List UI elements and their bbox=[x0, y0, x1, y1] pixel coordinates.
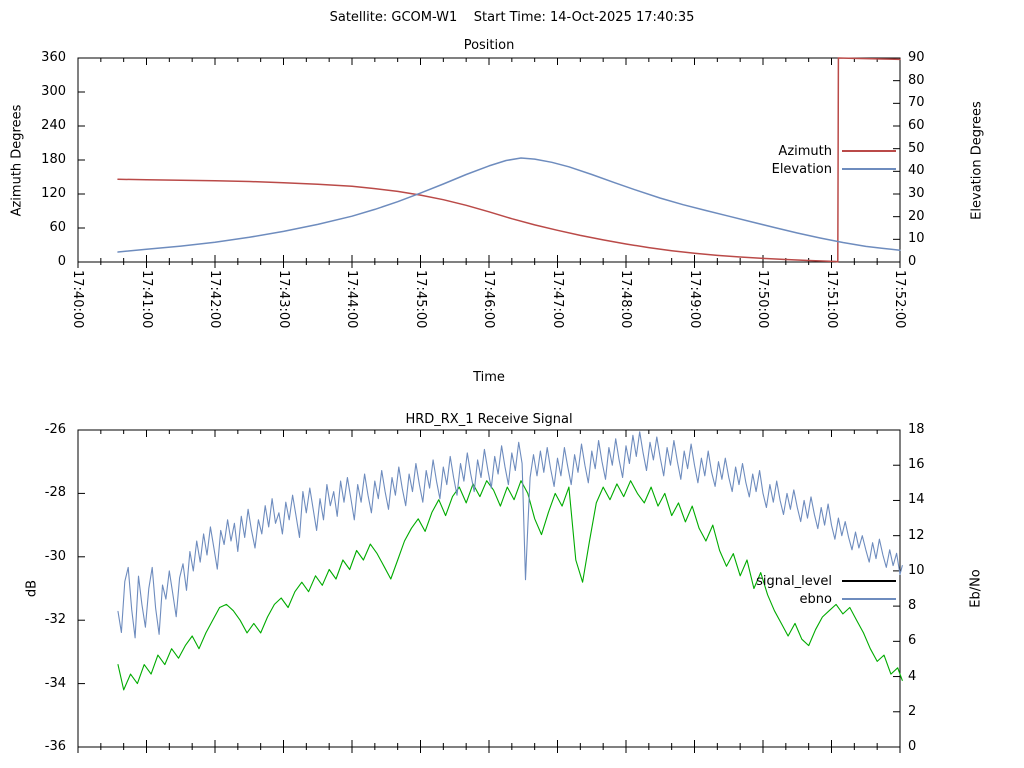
y2-tick-label: 4 bbox=[908, 668, 917, 684]
legend-item-azimuth: Azimuth bbox=[682, 142, 896, 160]
x-tick-label: 17:49:00 bbox=[686, 270, 702, 329]
x-tick-label: 17:44:00 bbox=[344, 270, 359, 329]
elevation-axis-label: Elevation Degrees bbox=[969, 101, 985, 220]
y1-tick-label: 240 bbox=[41, 118, 66, 133]
legend-line-signal-level bbox=[842, 580, 896, 582]
y2-tick-label: 80 bbox=[908, 72, 925, 88]
x-tick-label: 17:47:00 bbox=[549, 270, 565, 329]
y1-tick-label: 120 bbox=[41, 186, 66, 201]
x-tick-label: 17:50:00 bbox=[755, 270, 770, 329]
legend-label-ebno: ebno bbox=[799, 591, 832, 607]
y2-tick-label: 10 bbox=[908, 562, 925, 578]
legend-line-ebno bbox=[842, 598, 896, 600]
y1-tick-label: 180 bbox=[41, 152, 66, 167]
legend-label-elevation: Elevation bbox=[771, 161, 832, 177]
y2-tick-label: 2 bbox=[908, 703, 917, 719]
legend-line-elevation bbox=[842, 168, 896, 170]
y1-tick-label: -28 bbox=[44, 485, 66, 501]
legend-item-ebno: ebno bbox=[682, 590, 896, 608]
x-tick-label: 17:52:00 bbox=[892, 270, 907, 329]
y2-tick-label: 30 bbox=[908, 186, 925, 201]
x-tick-label: 17:45:00 bbox=[412, 270, 428, 329]
x-tick-label: 17:41:00 bbox=[138, 270, 154, 329]
y1-tick-label: -32 bbox=[44, 612, 66, 628]
legend-line-azimuth bbox=[842, 150, 896, 152]
y2-tick-label: 10 bbox=[908, 231, 925, 247]
signal-level-line bbox=[117, 480, 903, 691]
legend-label-signal-level: signal_level bbox=[756, 573, 832, 589]
x-tick-label: 17:40:00 bbox=[70, 270, 85, 329]
y2-tick-label: 90 bbox=[908, 50, 925, 65]
y1-tick-label: -30 bbox=[44, 548, 66, 564]
y2-tick-label: 8 bbox=[908, 598, 917, 614]
legend-item-signal-level: signal_level bbox=[682, 572, 896, 590]
legend-label-azimuth: Azimuth bbox=[778, 143, 832, 159]
y1-tick-label: -34 bbox=[44, 675, 66, 691]
y1-tick-label: -26 bbox=[44, 422, 66, 437]
y2-tick-label: 20 bbox=[908, 208, 925, 224]
x-tick-label: 17:51:00 bbox=[823, 270, 839, 329]
y2-tick-label: 6 bbox=[908, 633, 917, 649]
legend-item-elevation: Elevation bbox=[682, 160, 896, 178]
y1-tick-label: 0 bbox=[57, 254, 66, 269]
y2-tick-label: 60 bbox=[908, 118, 925, 133]
y1-tick-label: 360 bbox=[41, 50, 66, 65]
time-axis-label: Time bbox=[473, 370, 505, 385]
y2-tick-label: 14 bbox=[908, 492, 925, 508]
header-title: Satellite: GCOM-W1 Start Time: 14-Oct-20… bbox=[329, 10, 695, 25]
y2-tick-label: 16 bbox=[908, 457, 925, 473]
y2-tick-label: 18 bbox=[908, 422, 925, 437]
y2-tick-label: 40 bbox=[908, 163, 925, 179]
y2-tick-label: 0 bbox=[908, 254, 917, 269]
y1-tick-label: 300 bbox=[41, 84, 66, 99]
position-chart-title: Position bbox=[463, 38, 515, 53]
ebno-axis-label: Eb/No bbox=[968, 569, 984, 608]
x-tick-label: 17:48:00 bbox=[618, 270, 633, 329]
azimuth-line bbox=[117, 57, 901, 263]
x-tick-label: 17:42:00 bbox=[207, 270, 222, 329]
y2-tick-label: 12 bbox=[908, 527, 925, 543]
y2-tick-label: 70 bbox=[908, 95, 925, 111]
elevation-line bbox=[117, 157, 901, 253]
y1-tick-label: -36 bbox=[44, 739, 66, 754]
y2-tick-label: 0 bbox=[908, 739, 917, 754]
y1-tick-label: 60 bbox=[49, 220, 66, 235]
db-axis-label: dB bbox=[24, 579, 40, 598]
x-tick-label: 17:43:00 bbox=[275, 270, 291, 329]
ebno-line bbox=[117, 431, 903, 639]
x-tick-label: 17:46:00 bbox=[481, 270, 496, 329]
signal-chart-title: HRD_RX_1 Receive Signal bbox=[405, 412, 573, 427]
y2-tick-label: 50 bbox=[908, 140, 925, 156]
